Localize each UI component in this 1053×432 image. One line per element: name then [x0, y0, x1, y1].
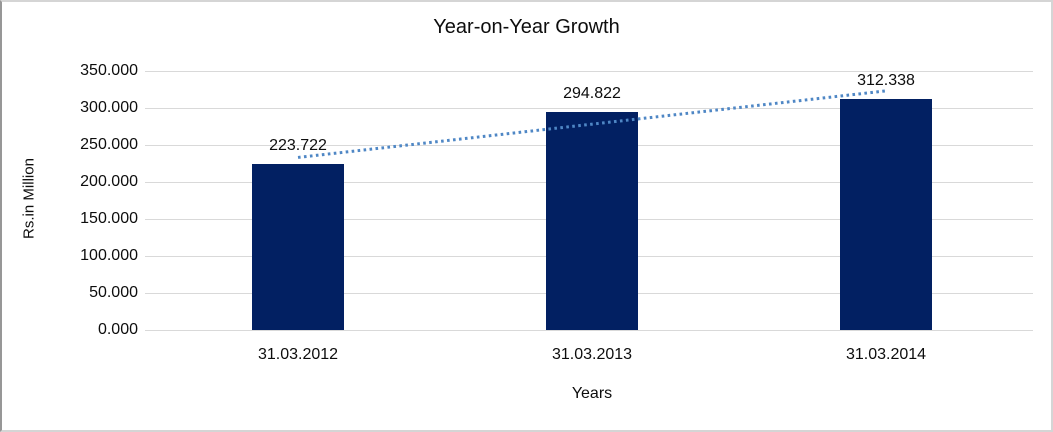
- y-axis-tick-label: 300.000: [80, 99, 138, 116]
- y-axis-tick-label: 150.000: [80, 210, 138, 227]
- bar: [840, 98, 932, 330]
- y-axis-tick-label: 50.000: [89, 284, 138, 301]
- bar-value-label: 223.722: [269, 137, 327, 155]
- y-axis-tick-label: 200.000: [80, 173, 138, 190]
- y-axis-tick-label: 100.000: [80, 247, 138, 264]
- x-axis-tick-label: 31.03.2012: [257, 346, 339, 363]
- gridline: [145, 330, 1033, 331]
- x-axis-title: Years: [571, 385, 613, 402]
- gridline: [145, 71, 1033, 72]
- bar: [546, 111, 638, 330]
- x-axis-tick-label: 31.03.2013: [551, 346, 633, 363]
- y-axis-tick-label: 0.000: [97, 321, 138, 338]
- chart-title: Year-on-Year Growth: [433, 16, 620, 38]
- bar-value-label: 294.822: [563, 84, 621, 102]
- bar: [252, 164, 344, 330]
- x-axis-tick-label: 31.03.2014: [845, 346, 927, 363]
- bar-value-label: 312.338: [857, 71, 915, 89]
- y-axis-tick-label: 350.000: [80, 62, 138, 79]
- y-axis-tick-label: 250.000: [80, 136, 138, 153]
